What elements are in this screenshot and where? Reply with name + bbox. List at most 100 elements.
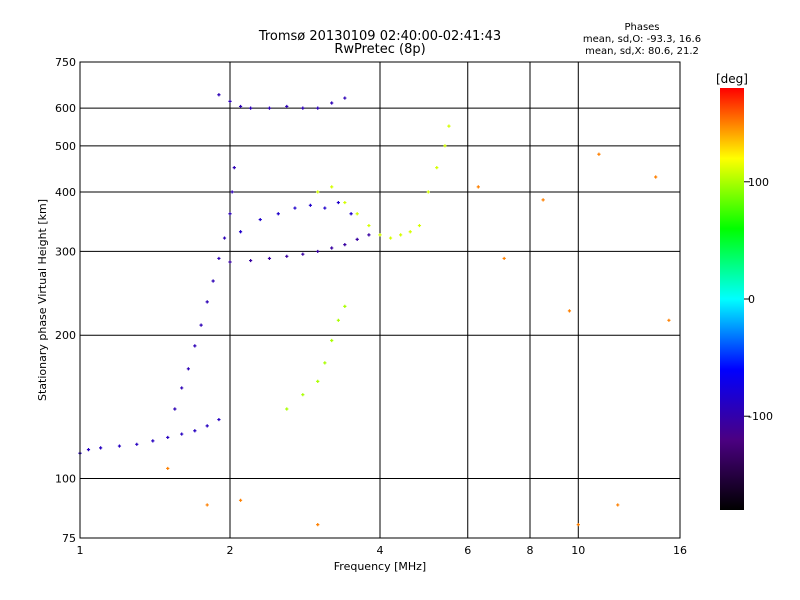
phases-o-line: mean, sd,O: -93.3, 16.6 [583, 34, 701, 45]
data-point [336, 200, 340, 205]
data-point [249, 106, 253, 110]
data-point [117, 444, 122, 448]
plot-frame [79, 61, 681, 539]
data-points [78, 93, 671, 527]
data-point [285, 254, 289, 258]
data-point [180, 386, 184, 390]
data-point [135, 442, 139, 446]
data-point [343, 304, 347, 308]
data-point [417, 223, 422, 228]
data-point [330, 338, 334, 343]
data-point [447, 124, 451, 128]
data-point [199, 323, 203, 327]
data-point [567, 309, 572, 313]
data-point [249, 258, 253, 263]
data-point [211, 279, 215, 283]
data-point [186, 367, 190, 371]
x-tick-label: 1 [77, 544, 84, 557]
data-point [308, 203, 313, 207]
data-point [330, 101, 334, 105]
x-tick-label: 16 [673, 544, 687, 557]
y-tick-label: 500 [55, 140, 76, 153]
y-tick-label: 100 [55, 473, 76, 486]
chart-title: Tromsø 20130109 02:40:00-02:41:43 [258, 29, 501, 44]
data-point [276, 212, 280, 216]
data-point [285, 407, 289, 411]
data-point [367, 233, 371, 237]
data-point [399, 233, 403, 237]
data-point [217, 256, 221, 261]
data-point [228, 99, 232, 103]
data-point [316, 249, 320, 254]
grid [80, 62, 680, 538]
data-point [426, 190, 430, 194]
data-point [378, 233, 382, 237]
data-point [258, 217, 262, 222]
x-tick-label: 10 [571, 544, 585, 557]
data-point [301, 252, 305, 256]
x-tick-label: 8 [527, 544, 534, 557]
x-tick-label: 6 [464, 544, 471, 557]
data-point [267, 256, 272, 261]
y-tick-label: 200 [55, 329, 76, 342]
data-point [330, 185, 334, 189]
data-point [301, 106, 305, 110]
data-point [541, 198, 545, 202]
colorbar-tick-label: -100 [748, 410, 773, 423]
x-axis-ticks: 1 2 4 6 8 10 16 [77, 544, 688, 557]
y-axis-label: Stationary phase Virtual Height [km] [36, 199, 49, 401]
data-point [435, 166, 439, 170]
data-point [217, 417, 221, 422]
y-tick-label: 400 [55, 186, 76, 199]
data-point [238, 104, 243, 109]
colorbar-ticks: 100 0 -100 [744, 176, 773, 423]
data-point [316, 106, 320, 110]
y-tick-label: 750 [55, 56, 76, 69]
data-point [180, 432, 184, 436]
data-point [173, 407, 177, 411]
y-axis-ticks: 75 100 200 300 400 500 600 750 [55, 56, 76, 545]
data-point [86, 448, 91, 452]
data-point [343, 243, 347, 247]
data-point [99, 446, 103, 450]
data-point [193, 429, 197, 433]
data-point [205, 424, 209, 428]
x-tick-label: 4 [377, 544, 384, 557]
data-point [323, 206, 327, 210]
colorbar-tick-label: 100 [748, 176, 769, 189]
phases-title: Phases [624, 22, 659, 33]
data-point [228, 260, 232, 264]
data-point [238, 230, 243, 234]
colorbar-tick-label: 0 [748, 293, 755, 306]
x-axis-label: Frequency [MHz] [334, 560, 426, 573]
data-point [502, 256, 506, 261]
data-point [316, 523, 320, 527]
y-tick-label: 600 [55, 102, 76, 115]
data-point [205, 300, 209, 304]
x-tick-label: 2 [227, 544, 234, 557]
data-point [336, 318, 340, 322]
data-point [616, 503, 620, 507]
data-point [667, 318, 671, 322]
phases-x-line: mean, sd,X: 80.6, 21.2 [585, 46, 699, 57]
data-point [228, 212, 232, 216]
data-point [330, 246, 334, 250]
data-point [654, 175, 658, 179]
data-point [217, 93, 221, 97]
data-point [193, 344, 197, 348]
data-point [349, 212, 353, 216]
data-point [285, 104, 289, 109]
data-point [576, 523, 580, 527]
data-point [355, 212, 359, 216]
data-point [267, 106, 272, 110]
colorbar-label: [deg] [716, 72, 748, 86]
chart-subtitle: RwPretec (8p) [334, 42, 425, 57]
data-point [301, 393, 305, 397]
data-point [343, 200, 347, 205]
data-point [388, 236, 393, 240]
data-point [367, 223, 371, 228]
data-point [232, 166, 236, 170]
data-point [343, 96, 347, 100]
data-point [166, 435, 170, 440]
